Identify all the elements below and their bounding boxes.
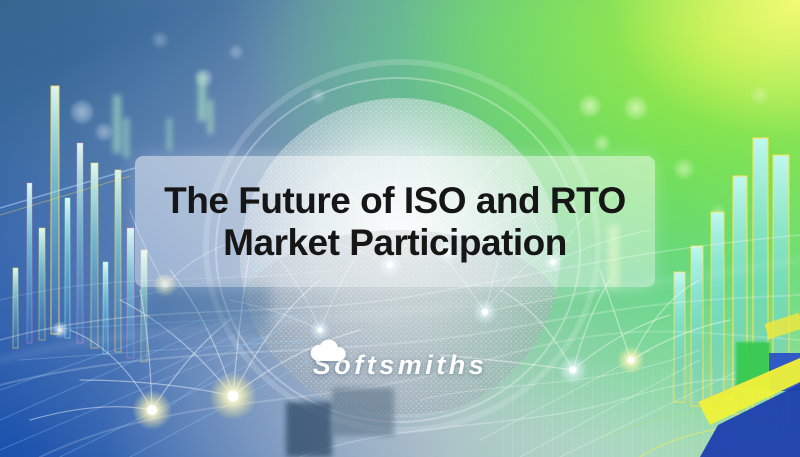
cloud-icon [310,339,346,361]
title-line-2: Market Participation [223,221,567,263]
title-line-1: The Future of ISO and RTO [164,179,626,221]
softsmiths-logo: Softsmiths [310,339,488,381]
title-band: The Future of ISO and RTO Market Partici… [135,156,655,287]
banner-title: The Future of ISO and RTO Market Partici… [164,180,626,264]
geometric-blocks [150,282,800,457]
